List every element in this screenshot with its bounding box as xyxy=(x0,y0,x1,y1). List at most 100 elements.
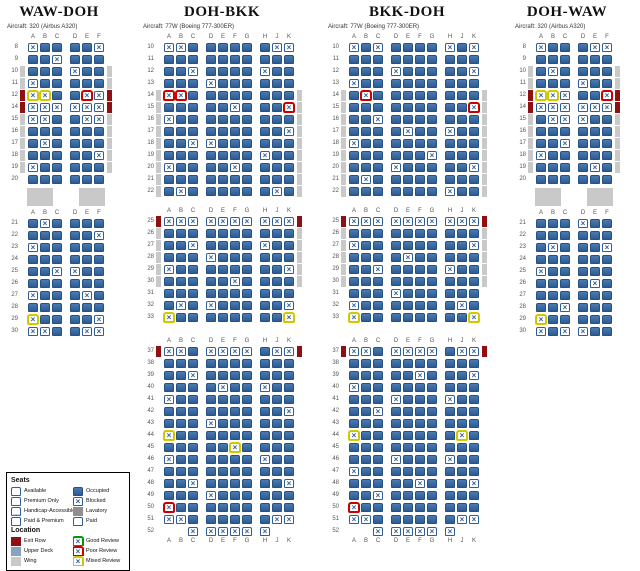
seat-51K[interactable] xyxy=(469,514,479,524)
seat-29A[interactable] xyxy=(164,264,174,274)
seat-40B[interactable] xyxy=(361,382,371,392)
seat-45A[interactable] xyxy=(164,442,174,452)
seat-14E[interactable] xyxy=(590,102,600,112)
seat-24D[interactable] xyxy=(70,254,80,264)
seat-14H[interactable] xyxy=(260,90,270,100)
seat-20F[interactable] xyxy=(94,174,104,184)
seat-11G[interactable] xyxy=(242,54,252,64)
seat-24D[interactable] xyxy=(578,254,588,264)
seat-15H[interactable] xyxy=(260,102,270,112)
seat-41C[interactable] xyxy=(373,394,383,404)
seat-10C[interactable] xyxy=(560,66,570,76)
seat-16J[interactable] xyxy=(272,114,282,124)
seat-25H[interactable] xyxy=(260,216,270,226)
seat-16D[interactable] xyxy=(206,114,216,124)
seat-11B[interactable] xyxy=(548,78,558,88)
seat-33A[interactable] xyxy=(349,312,359,322)
seat-25B[interactable] xyxy=(361,216,371,226)
seat-46E[interactable] xyxy=(403,454,413,464)
seat-22C[interactable] xyxy=(188,186,198,196)
seat-51E[interactable] xyxy=(403,514,413,524)
seat-20A[interactable] xyxy=(536,174,546,184)
seat-38E[interactable] xyxy=(403,358,413,368)
seat-48B[interactable] xyxy=(176,478,186,488)
seat-15E[interactable] xyxy=(403,102,413,112)
seat-17A[interactable] xyxy=(349,126,359,136)
seat-18A[interactable] xyxy=(164,138,174,148)
seat-41D[interactable] xyxy=(206,394,216,404)
seat-38A[interactable] xyxy=(164,358,174,368)
seat-10B[interactable] xyxy=(361,42,371,52)
seat-20E[interactable] xyxy=(590,174,600,184)
seat-51A[interactable] xyxy=(349,514,359,524)
seat-33H[interactable] xyxy=(445,312,455,322)
seat-43D[interactable] xyxy=(206,418,216,428)
seat-15E[interactable] xyxy=(82,114,92,124)
seat-40C[interactable] xyxy=(373,382,383,392)
seat-41B[interactable] xyxy=(176,394,186,404)
seat-29F[interactable] xyxy=(415,264,425,274)
seat-22E[interactable] xyxy=(82,230,92,240)
seat-29D[interactable] xyxy=(206,264,216,274)
seat-19E[interactable] xyxy=(82,162,92,172)
seat-10A[interactable] xyxy=(164,42,174,52)
seat-37K[interactable] xyxy=(469,346,479,356)
seat-30D[interactable] xyxy=(391,276,401,286)
seat-38K[interactable] xyxy=(469,358,479,368)
seat-31K[interactable] xyxy=(469,288,479,298)
seat-51J[interactable] xyxy=(457,514,467,524)
seat-25F[interactable] xyxy=(602,266,612,276)
seat-27H[interactable] xyxy=(445,240,455,250)
seat-16D[interactable] xyxy=(70,126,80,136)
seat-28A[interactable] xyxy=(28,302,38,312)
seat-11B[interactable] xyxy=(40,78,50,88)
seat-13B[interactable] xyxy=(361,78,371,88)
seat-20C[interactable] xyxy=(188,162,198,172)
seat-17F[interactable] xyxy=(230,126,240,136)
seat-17J[interactable] xyxy=(272,126,282,136)
seat-13E[interactable] xyxy=(403,78,413,88)
seat-38J[interactable] xyxy=(272,358,282,368)
seat-15J[interactable] xyxy=(457,102,467,112)
seat-40C[interactable] xyxy=(188,382,198,392)
seat-14B[interactable] xyxy=(176,90,186,100)
seat-12D[interactable] xyxy=(578,90,588,100)
seat-47F[interactable] xyxy=(230,466,240,476)
seat-40K[interactable] xyxy=(469,382,479,392)
seat-8B[interactable] xyxy=(548,42,558,52)
seat-43K[interactable] xyxy=(469,418,479,428)
seat-15K[interactable] xyxy=(284,102,294,112)
seat-31D[interactable] xyxy=(391,288,401,298)
seat-20A[interactable] xyxy=(164,162,174,172)
seat-38H[interactable] xyxy=(260,358,270,368)
seat-51F[interactable] xyxy=(415,514,425,524)
seat-18A[interactable] xyxy=(536,150,546,160)
seat-8F[interactable] xyxy=(602,42,612,52)
seat-49K[interactable] xyxy=(469,490,479,500)
seat-13G[interactable] xyxy=(242,78,252,88)
seat-47H[interactable] xyxy=(445,466,455,476)
seat-16B[interactable] xyxy=(548,126,558,136)
seat-29C[interactable] xyxy=(188,264,198,274)
seat-29K[interactable] xyxy=(284,264,294,274)
seat-21E[interactable] xyxy=(403,174,413,184)
seat-11J[interactable] xyxy=(457,54,467,64)
seat-17F[interactable] xyxy=(94,138,104,148)
seat-21C[interactable] xyxy=(560,218,570,228)
seat-25A[interactable] xyxy=(164,216,174,226)
seat-37B[interactable] xyxy=(361,346,371,356)
seat-30C[interactable] xyxy=(52,326,62,336)
seat-16E[interactable] xyxy=(590,126,600,136)
seat-27E[interactable] xyxy=(82,290,92,300)
seat-10H[interactable] xyxy=(445,42,455,52)
seat-49G[interactable] xyxy=(427,490,437,500)
seat-38H[interactable] xyxy=(445,358,455,368)
seat-23F[interactable] xyxy=(94,242,104,252)
seat-20A[interactable] xyxy=(349,162,359,172)
seat-48A[interactable] xyxy=(349,478,359,488)
seat-12A[interactable] xyxy=(536,90,546,100)
seat-21D[interactable] xyxy=(70,218,80,228)
seat-49G[interactable] xyxy=(242,490,252,500)
seat-43G[interactable] xyxy=(427,418,437,428)
seat-32K[interactable] xyxy=(284,300,294,310)
